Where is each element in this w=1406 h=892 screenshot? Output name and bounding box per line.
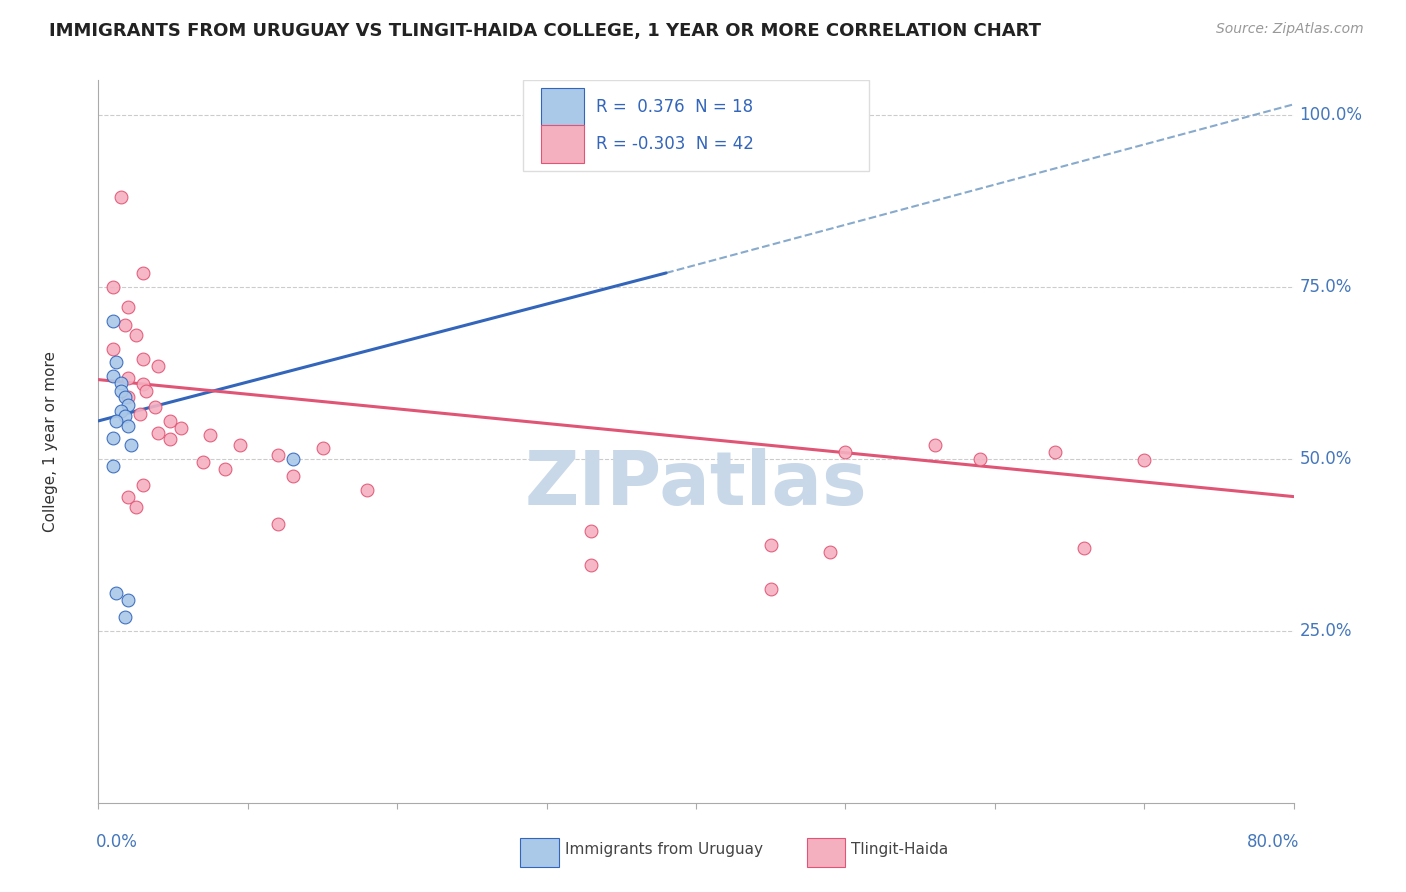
Point	[114, 409, 136, 423]
Point	[148, 425, 170, 440]
Point	[103, 279, 125, 293]
Text: Source: ZipAtlas.com: Source: ZipAtlas.com	[1216, 22, 1364, 37]
Point	[581, 524, 603, 538]
Point	[105, 355, 128, 369]
Text: ZIPatlas: ZIPatlas	[524, 449, 868, 522]
Point	[103, 458, 125, 473]
Point	[759, 582, 782, 597]
Point	[311, 442, 333, 456]
Text: 25.0%: 25.0%	[1299, 622, 1353, 640]
Point	[135, 384, 157, 399]
Point	[110, 376, 132, 390]
Point	[103, 431, 125, 445]
Point	[129, 407, 152, 421]
Point	[281, 469, 304, 483]
Point	[214, 462, 236, 476]
Point	[281, 451, 304, 466]
Point	[581, 558, 603, 573]
Text: 50.0%: 50.0%	[1299, 450, 1353, 467]
Text: IMMIGRANTS FROM URUGUAY VS TLINGIT-HAIDA COLLEGE, 1 YEAR OR MORE CORRELATION CHA: IMMIGRANTS FROM URUGUAY VS TLINGIT-HAIDA…	[49, 22, 1042, 40]
Point	[114, 610, 136, 624]
Point	[117, 592, 139, 607]
Point	[117, 398, 139, 412]
Text: Immigrants from Uruguay: Immigrants from Uruguay	[565, 842, 762, 857]
Point	[117, 370, 139, 384]
Point	[103, 314, 125, 328]
Text: College, 1 year or more: College, 1 year or more	[44, 351, 58, 532]
Point	[1073, 541, 1095, 556]
Text: 100.0%: 100.0%	[1299, 105, 1362, 124]
Point	[267, 448, 290, 462]
Point	[159, 433, 181, 447]
Point	[229, 438, 252, 452]
Point	[169, 421, 191, 435]
Point	[117, 301, 139, 315]
Point	[114, 390, 136, 404]
Point	[159, 414, 181, 428]
Point	[125, 500, 148, 514]
Point	[143, 400, 166, 414]
Text: R = -0.303  N = 42: R = -0.303 N = 42	[596, 135, 754, 153]
Text: 80.0%: 80.0%	[1247, 833, 1299, 851]
Point	[132, 478, 155, 492]
Point	[110, 190, 132, 204]
Point	[103, 369, 125, 384]
FancyBboxPatch shape	[807, 838, 845, 867]
Point	[114, 318, 136, 332]
Point	[148, 359, 170, 373]
Point	[834, 445, 856, 459]
Text: R =  0.376  N = 18: R = 0.376 N = 18	[596, 98, 752, 116]
Point	[110, 384, 132, 399]
FancyBboxPatch shape	[520, 838, 558, 867]
Point	[110, 403, 132, 417]
Point	[117, 390, 139, 404]
Point	[105, 586, 128, 600]
FancyBboxPatch shape	[541, 125, 583, 162]
Text: 0.0%: 0.0%	[96, 833, 138, 851]
Point	[759, 538, 782, 552]
Point	[125, 327, 148, 342]
FancyBboxPatch shape	[541, 88, 583, 126]
FancyBboxPatch shape	[523, 80, 869, 170]
Point	[105, 414, 128, 428]
Text: Tlingit-Haida: Tlingit-Haida	[852, 842, 949, 857]
Point	[200, 427, 222, 442]
Point	[132, 351, 155, 366]
Text: 75.0%: 75.0%	[1299, 277, 1353, 296]
Point	[924, 438, 946, 452]
Point	[103, 342, 125, 356]
Point	[267, 517, 290, 532]
Point	[132, 377, 155, 392]
Point	[1043, 445, 1066, 459]
Point	[969, 451, 991, 466]
Point	[1133, 453, 1156, 467]
Point	[117, 490, 139, 504]
Point	[356, 483, 378, 497]
Point	[191, 455, 214, 469]
Point	[120, 438, 142, 452]
Point	[820, 544, 842, 558]
Point	[132, 266, 155, 280]
Point	[117, 418, 139, 433]
